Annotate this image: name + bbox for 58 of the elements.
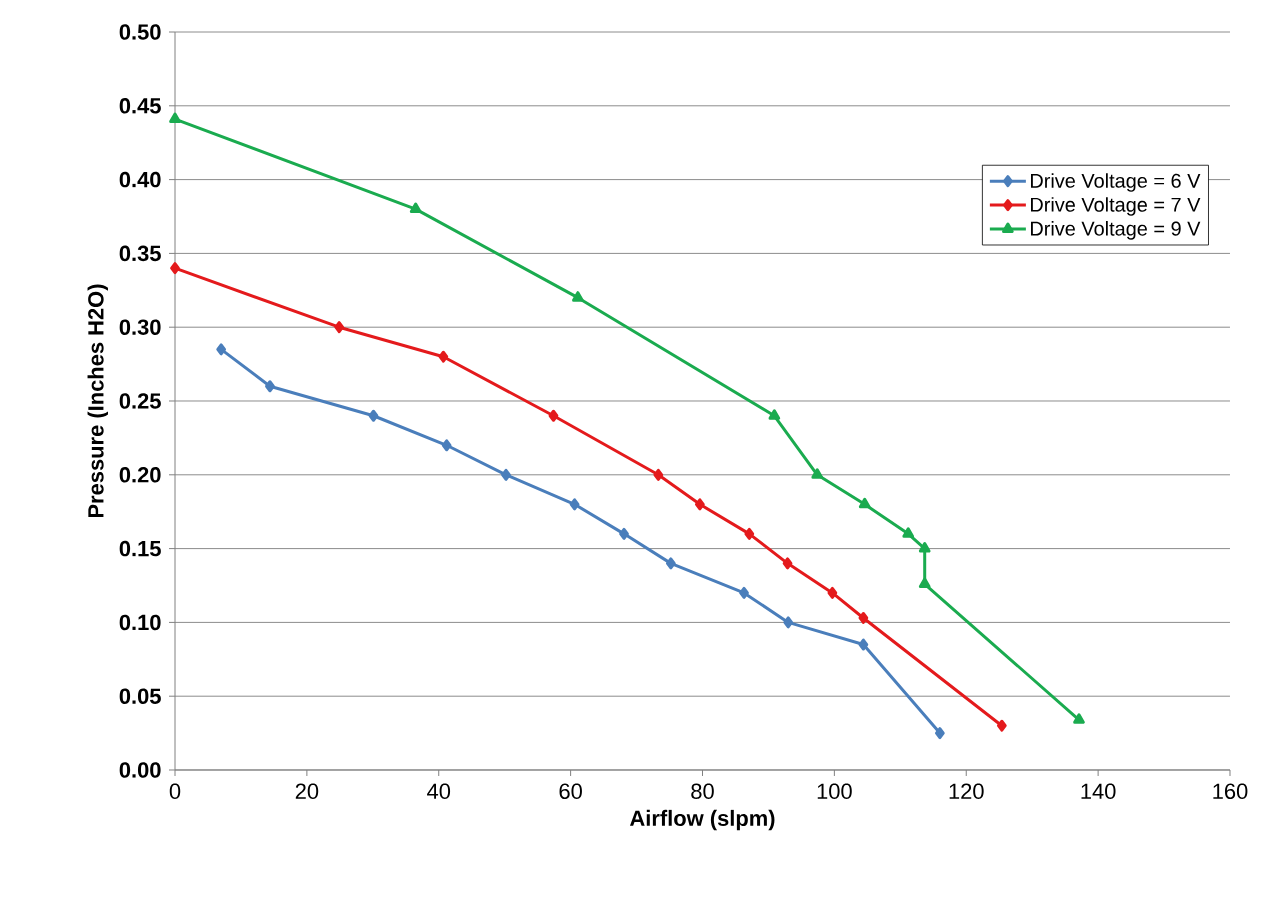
y-tick-label: 0.40 — [119, 171, 161, 188]
point — [572, 291, 584, 302]
point — [438, 350, 449, 363]
point — [441, 439, 452, 452]
y-tick-label: 0.30 — [119, 319, 161, 335]
x-tick-label: 80 — [691, 783, 714, 800]
point — [782, 557, 793, 570]
x-tick-label: 160 — [1213, 783, 1248, 800]
y-tick-label: 0.00 — [119, 762, 161, 778]
x-tick-label: 0 — [169, 783, 181, 800]
point — [569, 498, 580, 511]
point — [694, 498, 705, 511]
point — [619, 527, 629, 540]
y-tick-label: 0.10 — [119, 614, 161, 631]
x-axis-title: Airflow (slpm) — [629, 809, 775, 831]
point — [858, 497, 871, 509]
legend-label: Drive Voltage = 9 V — [1031, 221, 1201, 240]
point — [169, 112, 181, 124]
point — [783, 616, 794, 629]
point — [368, 409, 379, 422]
point — [548, 409, 559, 422]
x-tick-label: 140 — [1081, 783, 1116, 800]
y-tick-label: 0.25 — [119, 393, 161, 409]
point — [858, 611, 869, 624]
point — [334, 321, 345, 334]
point — [918, 577, 931, 589]
point — [653, 468, 664, 481]
x-tick-label: 20 — [295, 783, 319, 800]
y-tick-label: 0.15 — [119, 540, 161, 557]
point — [902, 527, 915, 538]
point — [665, 557, 676, 570]
point — [811, 468, 824, 479]
x-tick-label: 120 — [949, 783, 984, 800]
point — [996, 719, 1007, 732]
x-tick-label: 40 — [427, 783, 451, 800]
y-tick-label: 0.45 — [119, 98, 161, 114]
y-tick-label: 0.20 — [119, 467, 161, 483]
y-tick-label: 0.05 — [119, 688, 161, 704]
y-axis-title: Pressure (Inches H2O) — [87, 284, 108, 518]
y-tick-label: 0.50 — [119, 24, 161, 40]
point — [934, 727, 945, 740]
point — [1073, 713, 1085, 724]
x-tick-label: 100 — [817, 783, 852, 800]
legend-label: Drive Voltage = 6 V — [1031, 173, 1201, 192]
point — [501, 468, 511, 481]
point — [170, 262, 180, 275]
point — [858, 638, 869, 651]
point — [827, 586, 838, 599]
point — [918, 542, 931, 553]
legend-label: Drive Voltage = 7 V — [1031, 197, 1201, 216]
point — [768, 409, 781, 420]
point — [744, 527, 755, 540]
point — [265, 380, 275, 393]
x-tick-label: 60 — [559, 783, 582, 800]
point — [216, 343, 227, 356]
y-tick-label: 0.35 — [119, 245, 161, 262]
point — [409, 202, 422, 214]
point — [739, 586, 749, 599]
